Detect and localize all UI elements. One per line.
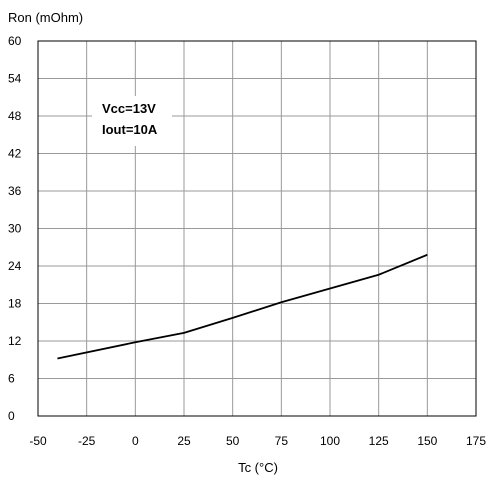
x-tick-label: 75 [275, 434, 289, 448]
x-tick-label: 150 [417, 434, 437, 448]
series-group [57, 253, 428, 360]
y-tick-label: 54 [8, 72, 22, 86]
series-line-0 [57, 253, 428, 360]
x-tick-label: 0 [132, 434, 139, 448]
x-tick-label: 25 [177, 434, 191, 448]
x-tick-label: -50 [29, 434, 47, 448]
y-tick-label: 30 [8, 222, 22, 236]
x-axis-label: Tc (°C) [238, 460, 278, 475]
annotation-vcc: Vcc=13V [102, 101, 156, 116]
annotation-box [92, 96, 172, 146]
y-tick-label: 0 [8, 409, 15, 423]
annotation-iout: Iout=10A [102, 122, 158, 137]
x-tick-labels: -50 -25 0 25 50 75 100 125 150 175 [29, 434, 486, 448]
x-tick-label: 100 [320, 434, 340, 448]
y-tick-label: 12 [8, 334, 22, 348]
y-tick-label: 36 [8, 184, 22, 198]
y-tick-label: 42 [8, 147, 22, 161]
y-tick-label: 18 [8, 297, 22, 311]
y-tick-label: 48 [8, 109, 22, 123]
y-tick-label: 24 [8, 259, 22, 273]
x-tick-label: 175 [466, 434, 486, 448]
y-tick-labels: 0 6 12 18 24 30 36 42 48 54 60 [8, 34, 22, 423]
x-tick-label: -25 [78, 434, 96, 448]
x-tick-label: 50 [226, 434, 240, 448]
plot-frame [37, 40, 477, 417]
y-axis-label: Ron (mOhm) [8, 10, 83, 25]
y-tick-label: 6 [8, 372, 15, 386]
y-tick-label: 60 [8, 34, 22, 48]
x-tick-label: 125 [369, 434, 389, 448]
